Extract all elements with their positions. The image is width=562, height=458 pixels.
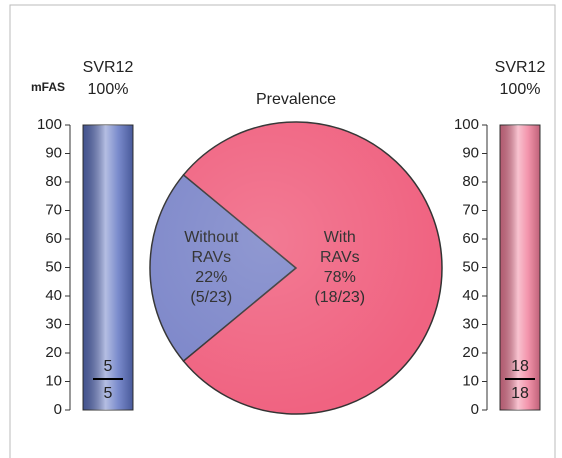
y-tick-label: 20 xyxy=(45,344,62,361)
pie-title: Prevalence xyxy=(256,91,336,108)
y-tick-label: 30 xyxy=(462,315,479,332)
bar-sheen xyxy=(500,125,540,410)
fraction-numerator: 18 xyxy=(511,358,529,375)
slice-label: RAVs xyxy=(320,249,360,266)
bar-title: SVR12 xyxy=(83,59,134,76)
slice-label: Without xyxy=(184,229,239,246)
y-tick-label: 60 xyxy=(45,230,62,247)
y-tick-label: 50 xyxy=(462,258,479,275)
bar-value-label: 100% xyxy=(88,81,129,98)
y-tick-label: 90 xyxy=(462,144,479,161)
y-tick-label: 70 xyxy=(462,201,479,218)
bar-value-label: 100% xyxy=(500,81,541,98)
y-tick-label: 0 xyxy=(54,401,62,418)
y-tick-label: 10 xyxy=(45,372,62,389)
slice-label: (5/23) xyxy=(190,289,232,306)
y-tick-label: 90 xyxy=(45,144,62,161)
y-tick-label: 40 xyxy=(45,287,62,304)
y-tick-label: 60 xyxy=(462,230,479,247)
bar-sheen xyxy=(83,125,133,410)
frame xyxy=(9,4,556,458)
slice-label: 22% xyxy=(195,269,227,286)
y-tick-label: 40 xyxy=(462,287,479,304)
y-tick-label: 70 xyxy=(45,201,62,218)
bar-title: SVR12 xyxy=(495,59,546,76)
slice-label: (18/23) xyxy=(314,289,365,306)
fraction-denominator: 5 xyxy=(104,385,113,402)
axis-label: mFAS xyxy=(31,80,65,94)
slice-label: RAVs xyxy=(191,249,231,266)
y-tick-label: 10 xyxy=(462,372,479,389)
y-tick-label: 20 xyxy=(462,344,479,361)
slice-label: With xyxy=(324,229,356,246)
fraction-numerator: 5 xyxy=(104,358,113,375)
y-tick-label: 50 xyxy=(45,258,62,275)
y-tick-label: 0 xyxy=(471,401,479,418)
fraction-denominator: 18 xyxy=(511,385,529,402)
y-tick-label: 80 xyxy=(462,173,479,190)
y-tick-label: 100 xyxy=(454,116,479,133)
slice-label: 78% xyxy=(324,269,356,286)
y-tick-label: 80 xyxy=(45,173,62,190)
y-tick-label: 100 xyxy=(37,116,62,133)
y-tick-label: 30 xyxy=(45,315,62,332)
